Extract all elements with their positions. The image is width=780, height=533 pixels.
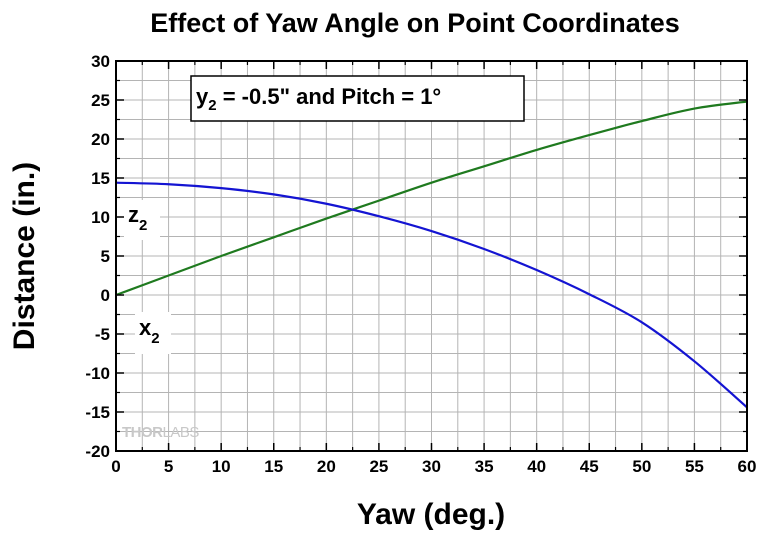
y-tick-label: 10 bbox=[91, 208, 110, 227]
annotation-sub: 2 bbox=[208, 97, 216, 114]
annotation-main: y bbox=[196, 84, 209, 109]
annotation-text: y2 = -0.5" and Pitch = 1° bbox=[196, 84, 441, 114]
x-tick-label: 20 bbox=[317, 457, 336, 476]
series-label-x2-main: x bbox=[139, 315, 152, 340]
y-tick-label: -20 bbox=[85, 442, 110, 461]
x-tick-label: 25 bbox=[369, 457, 388, 476]
x-tick-label: 60 bbox=[738, 457, 757, 476]
svg-text:THORLABS: THORLABS bbox=[122, 424, 199, 441]
grid bbox=[116, 61, 747, 451]
x-tick-label: 45 bbox=[580, 457, 599, 476]
x-tick-labels: 0 5 10 15 20 25 30 35 40 45 50 55 60 bbox=[111, 457, 756, 476]
series-label-z2-main: z bbox=[128, 202, 139, 227]
y-tick-label: 0 bbox=[101, 286, 110, 305]
y-tick-label: 15 bbox=[91, 169, 110, 188]
y-tick-labels: -20 -15 -10 -5 0 5 10 15 20 25 30 bbox=[85, 52, 110, 461]
series-label-z2-sub: 2 bbox=[139, 217, 147, 234]
series-layer bbox=[115, 100, 748, 409]
y-tick-label: -15 bbox=[85, 403, 110, 422]
watermark-part2: LABS bbox=[163, 424, 200, 441]
y-tick-label: 30 bbox=[91, 52, 110, 71]
svg-text:z2: z2 bbox=[128, 202, 147, 234]
x-tick-label: 50 bbox=[632, 457, 651, 476]
series-label-x2-sub: 2 bbox=[151, 330, 159, 347]
x-tick-label: 15 bbox=[264, 457, 283, 476]
y-axis-title: Distance (in.) bbox=[8, 162, 41, 350]
y-tick-label: -10 bbox=[85, 364, 110, 383]
watermark-part1: THOR bbox=[122, 424, 163, 441]
y-tick-label: 20 bbox=[91, 130, 110, 149]
x-axis-title: Yaw (deg.) bbox=[357, 498, 505, 531]
ticks bbox=[115, 60, 748, 452]
series-label-x2: x2 bbox=[135, 312, 171, 354]
chart-title: Effect of Yaw Angle on Point Coordinates bbox=[150, 8, 680, 38]
watermark: THORLABS bbox=[122, 424, 200, 441]
x-tick-label: 0 bbox=[111, 457, 120, 476]
x-tick-label: 55 bbox=[685, 457, 704, 476]
x-tick-label: 40 bbox=[527, 457, 546, 476]
y-tick-label: 5 bbox=[101, 247, 110, 266]
y-tick-label: 25 bbox=[91, 91, 110, 110]
series-line-z2 bbox=[115, 100, 748, 297]
x-tick-label: 10 bbox=[212, 457, 231, 476]
series-line-x2 bbox=[115, 181, 748, 409]
x-tick-label: 35 bbox=[475, 457, 494, 476]
series-label-z2: z2 bbox=[124, 200, 160, 240]
annotation-rest: = -0.5" and Pitch = 1° bbox=[217, 84, 442, 109]
y-tick-label: -5 bbox=[95, 325, 110, 344]
x-tick-label: 30 bbox=[422, 457, 441, 476]
svg-text:x2: x2 bbox=[139, 315, 160, 347]
x-tick-label: 5 bbox=[164, 457, 173, 476]
annotation-box: y2 = -0.5" and Pitch = 1° bbox=[190, 75, 525, 122]
